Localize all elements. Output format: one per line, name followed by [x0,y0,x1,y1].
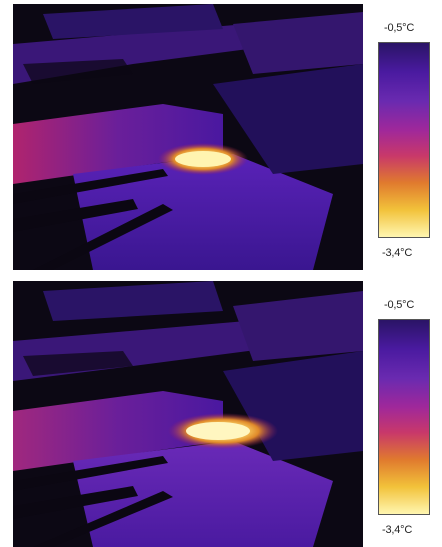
colorbar-top [378,42,430,238]
thermal-scene-bottom [13,281,363,547]
thermal-scene-top [13,4,363,270]
scale-max-label: -0,5°C [384,22,415,34]
colorbar-bottom [378,319,430,515]
scale-max-label: -0,5°C [384,299,415,311]
thermal-image-top [13,4,363,270]
thermal-panel-bottom: -0,5°C -3,4°C [0,277,442,547]
scale-min-label: -3,4°C [382,247,413,259]
thermal-panel-top: -0,5°C -3,4°C [0,0,442,270]
scale-min-label: -3,4°C [382,524,413,536]
thermal-image-bottom [13,281,363,547]
